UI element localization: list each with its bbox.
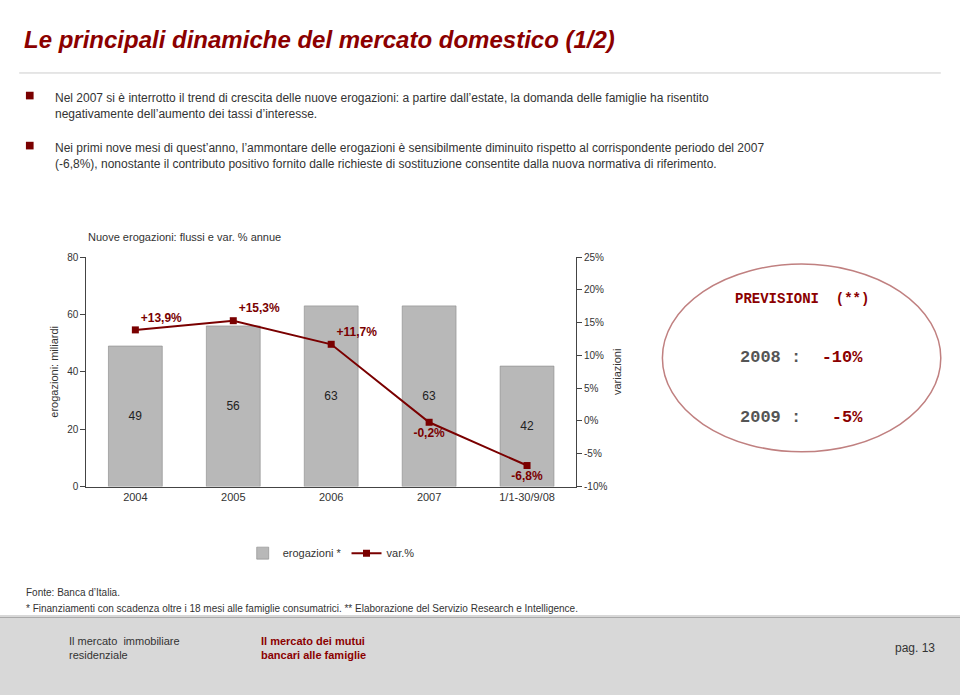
svg-text:63: 63: [324, 389, 338, 403]
svg-text:15%: 15%: [584, 317, 604, 328]
svg-text:2007: 2007: [417, 491, 441, 503]
svg-text:20%: 20%: [584, 284, 604, 295]
svg-text:-5%: -5%: [584, 448, 602, 459]
svg-text:+13,9%: +13,9%: [141, 311, 182, 325]
svg-text:Il mercato dei mutuibancari al: Il mercato dei mutuibancari alle famigli…: [261, 635, 366, 661]
svg-text:2005: 2005: [221, 491, 245, 503]
svg-text:erogazioni *: erogazioni *: [283, 547, 342, 559]
svg-text:PREVISIONI (**): PREVISIONI (**): [735, 291, 869, 307]
svg-text:5%: 5%: [584, 383, 599, 394]
svg-text:56: 56: [226, 399, 240, 413]
svg-text:63: 63: [422, 389, 436, 403]
svg-text:variazioni: variazioni: [611, 349, 623, 395]
svg-text:10%: 10%: [584, 350, 604, 361]
svg-text:pag. 13: pag. 13: [895, 641, 935, 655]
svg-text:erogazioni: miliardi: erogazioni: miliardi: [48, 326, 60, 418]
svg-text:Fonte: Banca d’Italia.: Fonte: Banca d’Italia.: [26, 587, 120, 598]
svg-text:Nel 2007 si è interrotto il tr: Nel 2007 si è interrotto il trend di cre…: [55, 91, 709, 121]
svg-text:2004: 2004: [123, 491, 147, 503]
svg-text:25%: 25%: [584, 252, 604, 263]
svg-text:60: 60: [67, 309, 79, 320]
svg-text:-0,2%: -0,2%: [413, 426, 445, 440]
svg-text:2009 : -5%: 2009 : -5%: [740, 408, 863, 427]
svg-text:42: 42: [520, 419, 534, 433]
svg-text:2006: 2006: [319, 491, 343, 503]
svg-text:-6,8%: -6,8%: [511, 469, 543, 483]
svg-text:2008 : -10%: 2008 : -10%: [740, 348, 863, 367]
svg-text:var.%: var.%: [387, 547, 415, 559]
svg-text:Nei primi nove mesi di quest’a: Nei primi nove mesi di quest’anno, l’amm…: [55, 141, 764, 171]
svg-text:40: 40: [67, 366, 79, 377]
svg-text:+11,7%: +11,7%: [337, 325, 378, 339]
svg-text:0%: 0%: [584, 415, 599, 426]
svg-text:* Finanziamenti con scadenza o: * Finanziamenti con scadenza oltre i 18 …: [26, 603, 578, 614]
svg-text:+15,3%: +15,3%: [239, 301, 280, 315]
svg-text:Nuove erogazioni: flussi e var: Nuove erogazioni: flussi e var. % annue: [88, 231, 281, 243]
svg-text:0: 0: [73, 481, 79, 492]
svg-text:Il mercato immobiliareresiden: Il mercato immobiliareresidenziale: [69, 635, 180, 661]
svg-text:49: 49: [129, 409, 143, 423]
svg-text:80: 80: [67, 252, 79, 263]
svg-text:Le principali dinamiche del me: Le principali dinamiche del mercato dome…: [24, 26, 615, 53]
svg-text:1/1-30/9/08: 1/1-30/9/08: [499, 491, 555, 503]
svg-text:-10%: -10%: [584, 481, 607, 492]
svg-text:20: 20: [67, 424, 79, 435]
